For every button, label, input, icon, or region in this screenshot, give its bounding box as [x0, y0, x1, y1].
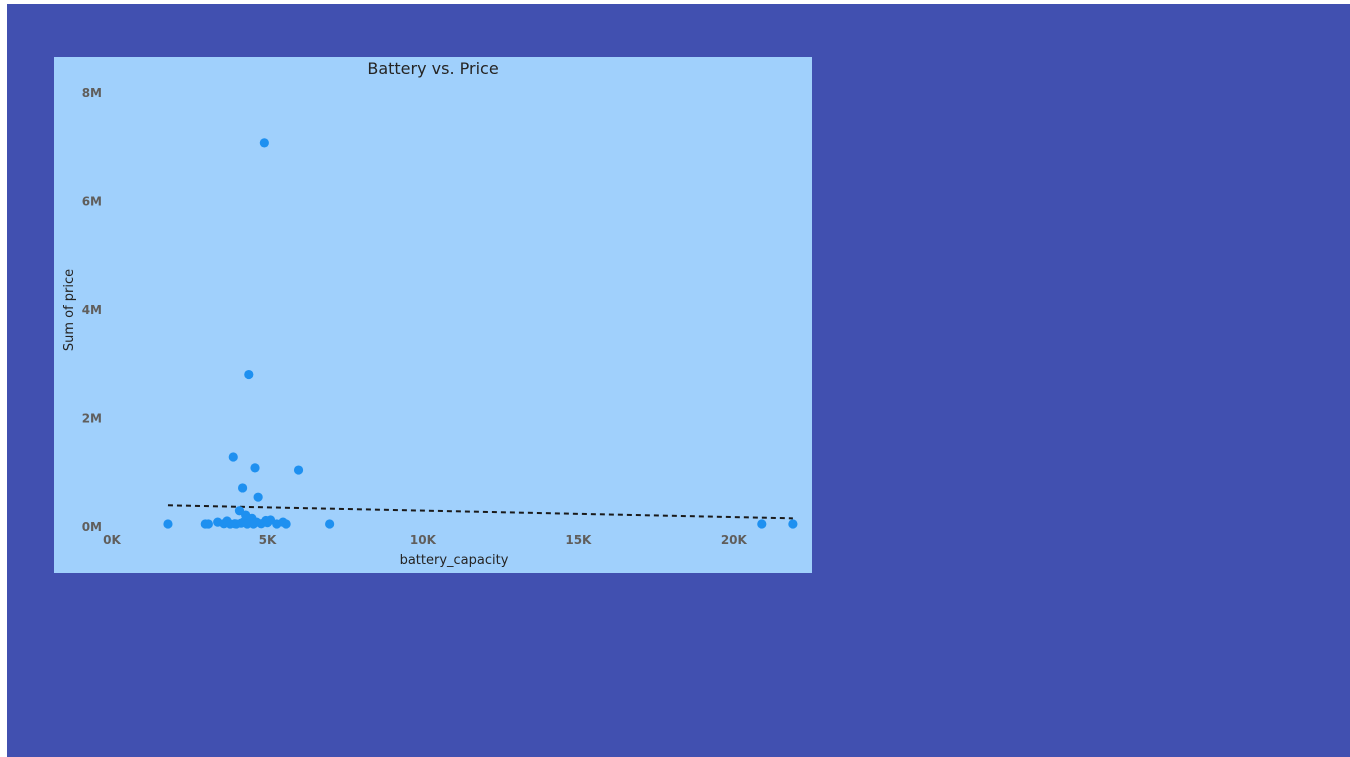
x-axis-title: battery_capacity	[400, 553, 509, 568]
x-tick-label: 5K	[259, 533, 277, 547]
left-edge	[0, 4, 7, 757]
x-tick-label: 0K	[103, 533, 121, 547]
chart-title: Battery vs. Price	[367, 59, 498, 78]
x-tick-label: 15K	[565, 533, 592, 547]
report-canvas: Battery vs. Price Sum of price battery_c…	[7, 4, 1350, 757]
scatter-points	[163, 138, 798, 529]
data-point[interactable]	[237, 483, 248, 493]
y-axis-title: Sum of price	[62, 269, 77, 351]
x-tick-label: 20K	[721, 533, 748, 547]
chart-visual[interactable]: Battery vs. Price Sum of price battery_c…	[54, 57, 812, 573]
data-point[interactable]	[259, 138, 269, 148]
y-tick-label: 4M	[82, 303, 102, 317]
y-tick-label: 8M	[82, 86, 102, 100]
chart-background	[54, 57, 812, 573]
data-point[interactable]	[281, 519, 291, 529]
data-point[interactable]	[228, 452, 238, 462]
y-axis: 0M 2M 4M 6M 8M	[82, 86, 102, 534]
data-point[interactable]	[253, 492, 263, 502]
x-axis: 0K 5K 10K 15K 20K	[103, 533, 747, 547]
data-point[interactable]	[163, 519, 173, 529]
data-point[interactable]	[203, 519, 213, 529]
data-point[interactable]	[757, 519, 767, 529]
data-point[interactable]	[244, 369, 254, 380]
data-point[interactable]	[250, 463, 260, 473]
y-tick-label: 6M	[82, 195, 102, 209]
x-tick-label: 10K	[410, 533, 437, 547]
y-tick-label: 2M	[82, 412, 102, 426]
data-point[interactable]	[293, 465, 304, 475]
data-point[interactable]	[788, 519, 798, 529]
y-tick-label: 0M	[82, 520, 102, 534]
data-point[interactable]	[325, 519, 335, 529]
scatter-chart: Battery vs. Price Sum of price battery_c…	[54, 57, 812, 573]
